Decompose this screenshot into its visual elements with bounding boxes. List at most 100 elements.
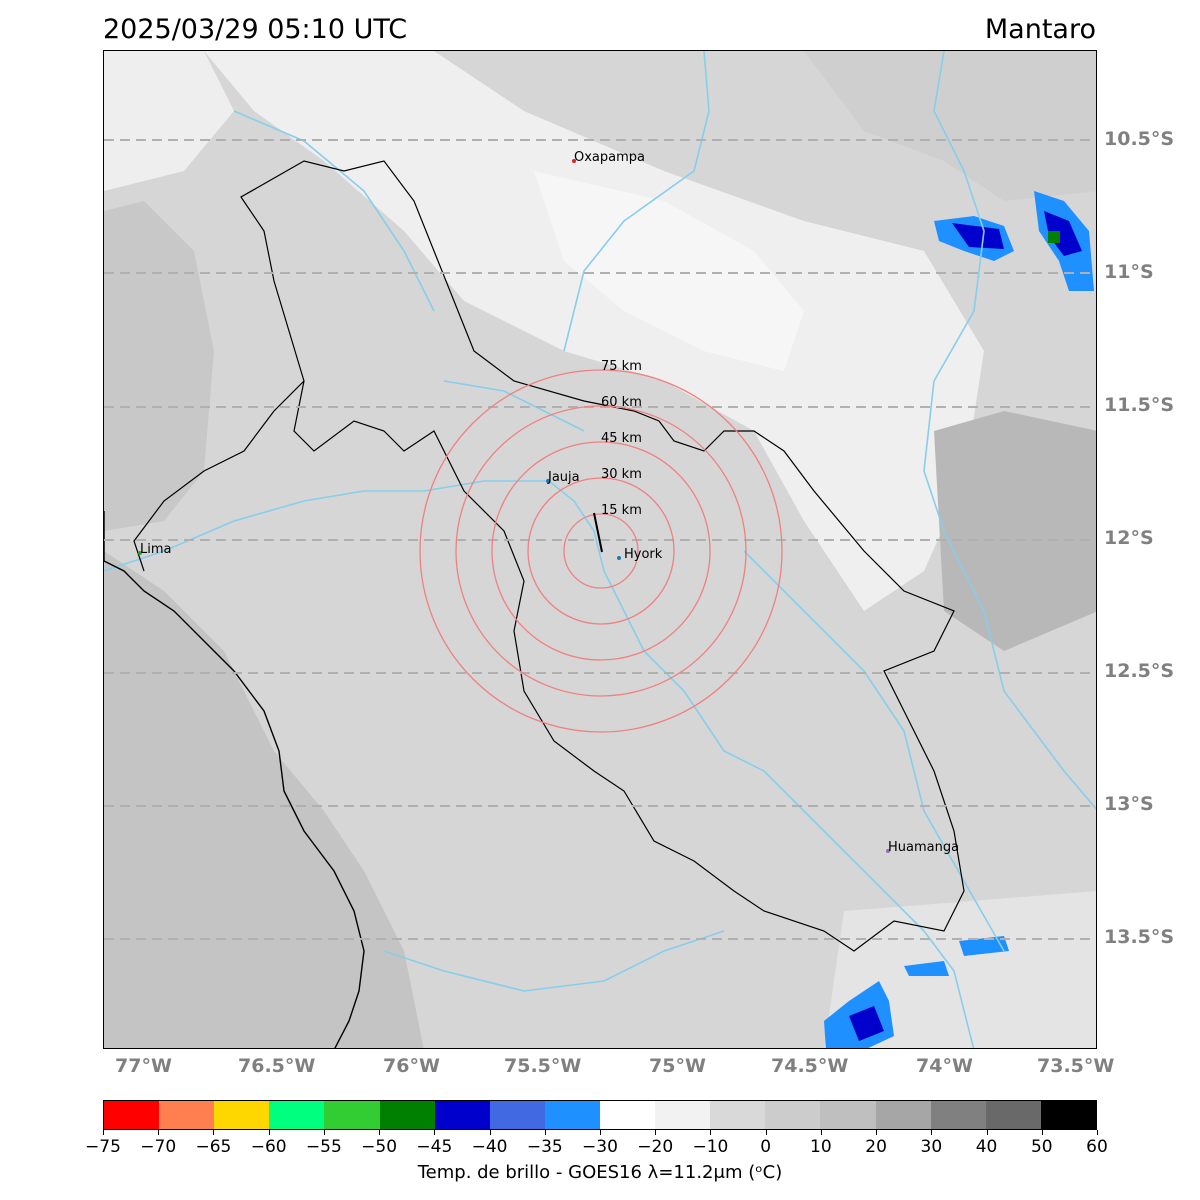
colorbar-tickmark [710, 1130, 712, 1135]
colorbar-tickmark [213, 1130, 215, 1135]
colorbar-tickmark [489, 1130, 491, 1135]
colorbar-tick-label: −75 [85, 1137, 121, 1157]
colorbar-swatch-7 [489, 1101, 545, 1129]
colorbar-tick-label: 0 [760, 1137, 772, 1157]
colorbar-tick-label: 50 [1030, 1137, 1053, 1157]
colorbar-swatch-4 [324, 1101, 380, 1129]
ring-label-60: 60 km [601, 395, 642, 410]
northeast-gray-region [804, 51, 1096, 201]
colorbar-tick-label: −10 [692, 1137, 729, 1157]
lon-tick-76-5: 76.5°W [238, 1055, 316, 1077]
colorbar-tick-label: −45 [416, 1137, 453, 1157]
river-rimac [104, 480, 549, 572]
range-ring-75km [419, 369, 783, 733]
colorbar-tickmark [434, 1130, 436, 1135]
east-warm-region [934, 411, 1096, 651]
range-rings [419, 369, 783, 733]
colorbar-tick-label: −20 [637, 1137, 674, 1157]
colorbar-tickmark [820, 1130, 822, 1135]
colorbar-tick-label: −65 [195, 1137, 232, 1157]
oxapampa-label: Oxapampa [574, 150, 645, 165]
mantaro-basin-boundary [240, 160, 965, 952]
range-ring-45km [491, 441, 711, 661]
colorbar-swatch-9 [599, 1101, 656, 1129]
river-network [104, 51, 1096, 1048]
cold-cloud-north [204, 51, 984, 611]
map-datetime-title: 2025/03/29 05:10 UTC [103, 14, 408, 45]
colorbar-tickmark [931, 1130, 933, 1135]
lat-tick-12: 12°S [1104, 527, 1154, 549]
colorbar-tick-label: −60 [250, 1137, 287, 1157]
convective-core-ne-1 [952, 223, 1004, 249]
convective-core-ne-2 [1044, 211, 1082, 256]
oxapampa-marker [572, 159, 576, 163]
colorbar-label: Temp. de brillo - GOES16 λ=11.2μm (ᵒC) [417, 1162, 783, 1183]
colorbar-tickmark [600, 1130, 601, 1135]
lat-gridlines [104, 139, 1096, 940]
colorbar-swatch-2 [214, 1101, 270, 1129]
colorbar-tick-label: 40 [975, 1137, 998, 1157]
colorbar-tick-label: −35 [526, 1137, 563, 1157]
lon-tick-76: 76°W [383, 1055, 440, 1077]
radar-beam [593, 512, 603, 553]
colorbar-swatch-16 [985, 1101, 1041, 1129]
hyork-marker [617, 556, 621, 560]
colorbar-tickmark [379, 1130, 381, 1135]
range-ring-60km [455, 405, 747, 697]
range-ring-15km [563, 513, 639, 589]
colorbar-tickmark [544, 1130, 546, 1135]
lat-tick-11-5: 11.5°S [1104, 394, 1175, 416]
colorbar-swatch-15 [930, 1101, 986, 1129]
lon-tick-73-5: 73.5°W [1037, 1055, 1115, 1077]
colorbar-tick-label: 30 [920, 1137, 943, 1157]
colorbar-tickmark [1097, 1130, 1098, 1135]
colorbar-tickmark [1041, 1130, 1043, 1135]
ring-label-15: 15 km [601, 503, 642, 518]
river-south [383, 930, 725, 992]
lima-label: Lima [140, 542, 171, 557]
cold-cloud-core [534, 171, 804, 371]
coastal-warm-region [104, 551, 424, 1048]
lon-tick-77: 77°W [115, 1055, 172, 1077]
colorbar-tick-label: −55 [305, 1137, 342, 1157]
southeast-cloud-region [824, 891, 1096, 1048]
colorbar-tick-label: −50 [361, 1137, 398, 1157]
colorbar-swatch-13 [820, 1101, 876, 1129]
colorbar-swatch-1 [159, 1101, 215, 1129]
colorbar-tick-label: 20 [865, 1137, 887, 1157]
colorbar-tickmark [876, 1130, 878, 1135]
lat-tick-13: 13°S [1104, 793, 1154, 815]
colorbar-tickmark [158, 1130, 160, 1135]
colorbar-tickmark [103, 1130, 104, 1135]
convective-peak-ne [1048, 231, 1060, 243]
convective-cell-s2 [904, 961, 949, 976]
map-canvas: 15 km 30 km 45 km 60 km 75 km Oxapampa J… [104, 51, 1096, 1048]
lon-tick-75: 75°W [649, 1055, 706, 1077]
lat-tick-10-5: 10.5°S [1104, 128, 1175, 150]
colorbar-tick-label: −40 [471, 1137, 508, 1157]
rimac-basin-boundary [133, 380, 305, 572]
colorbar-swatch-6 [434, 1101, 490, 1129]
colorbar-swatch-17 [1040, 1101, 1096, 1129]
lon-tick-75-5: 75.5°W [504, 1055, 582, 1077]
satellite-map: 15 km 30 km 45 km 60 km 75 km Oxapampa J… [103, 50, 1097, 1049]
huamanga-label: Huamanga [888, 840, 959, 855]
colorbar-swatch-5 [379, 1101, 435, 1129]
colorbar-tick-label: −70 [140, 1137, 177, 1157]
convective-cell-s [959, 936, 1009, 956]
basin-name-title: Mantaro [984, 14, 1096, 45]
river-northwest [233, 110, 435, 312]
lon-tick-74: 74°W [916, 1055, 973, 1077]
jauja-marker [546, 479, 550, 483]
river-apurimac [743, 550, 1005, 952]
river-ucayali [923, 51, 1096, 810]
city-markers: Oxapampa Jauja Hyork Lima Huamanga [138, 150, 959, 855]
ring-label-45: 45 km [601, 431, 642, 446]
lat-tick-12-5: 12.5°S [1104, 660, 1175, 682]
colorbar-swatch-8 [544, 1101, 600, 1129]
lat-tick-11: 11°S [1104, 261, 1154, 283]
cold-cloud-northwest [104, 51, 234, 191]
colorbar-tick-label: 60 [1086, 1137, 1108, 1157]
colorbar-tickmark [765, 1130, 767, 1135]
lat-tick-13-5: 13.5°S [1104, 926, 1175, 948]
